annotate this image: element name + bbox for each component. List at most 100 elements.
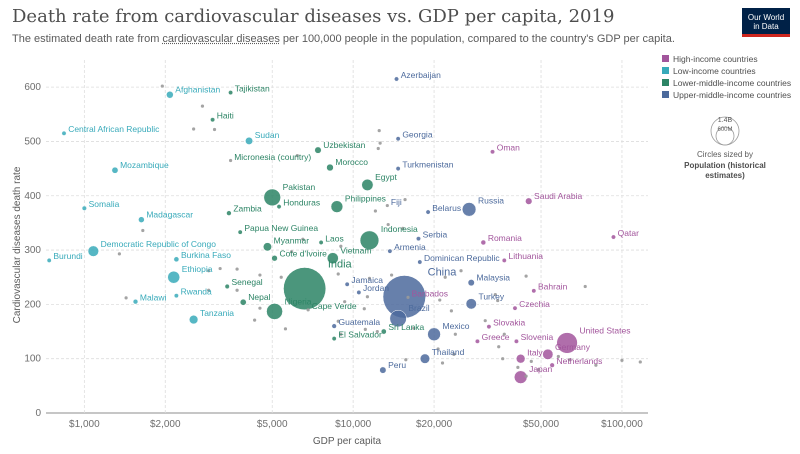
data-point[interactable]	[318, 240, 324, 245]
data-point[interactable]	[141, 228, 145, 233]
data-point[interactable]	[497, 345, 501, 349]
data-point[interactable]	[376, 146, 380, 151]
data-point[interactable]	[359, 230, 380, 250]
data-point[interactable]	[501, 257, 507, 263]
data-point[interactable]	[583, 284, 587, 289]
legend-swatch[interactable]	[662, 79, 669, 86]
data-point[interactable]	[224, 283, 230, 289]
legend-entry[interactable]: High-income countries	[673, 54, 758, 64]
data-point[interactable]	[480, 239, 487, 246]
data-point[interactable]	[401, 226, 405, 230]
data-point[interactable]	[419, 353, 430, 364]
data-point[interactable]	[363, 327, 367, 331]
data-point[interactable]	[207, 288, 211, 292]
data-point[interactable]	[453, 332, 457, 336]
data-point[interactable]	[379, 366, 387, 374]
data-point[interactable]	[529, 359, 533, 364]
data-point[interactable]	[556, 332, 578, 354]
data-point[interactable]	[283, 327, 288, 331]
data-point[interactable]	[467, 279, 475, 287]
data-point[interactable]	[620, 358, 624, 362]
data-point[interactable]	[611, 234, 616, 240]
data-point[interactable]	[306, 308, 310, 312]
data-point[interactable]	[403, 197, 407, 202]
data-point[interactable]	[362, 307, 366, 311]
data-point[interactable]	[461, 202, 477, 217]
data-point[interactable]	[594, 363, 598, 367]
data-point[interactable]	[443, 275, 447, 279]
legend-entry[interactable]: Low-income countries	[673, 66, 756, 76]
data-point[interactable]	[336, 319, 340, 323]
data-point[interactable]	[395, 136, 401, 142]
data-point[interactable]	[189, 314, 199, 325]
data-point[interactable]	[61, 130, 67, 136]
data-point[interactable]	[427, 327, 441, 341]
data-point[interactable]	[339, 332, 343, 336]
legend-entry[interactable]: Upper-middle-income countries	[673, 90, 791, 100]
data-point[interactable]	[440, 361, 445, 365]
data-point[interactable]	[502, 332, 506, 336]
data-point[interactable]	[166, 91, 174, 99]
subtitle-definition-link[interactable]: cardiovascular diseases	[162, 33, 280, 45]
data-point[interactable]	[258, 306, 262, 310]
data-point[interactable]	[237, 229, 243, 235]
data-point[interactable]	[378, 141, 382, 145]
data-point[interactable]	[394, 76, 399, 82]
owid-logo[interactable]: Our World in Data	[742, 8, 790, 37]
data-point[interactable]	[404, 358, 408, 362]
data-point[interactable]	[283, 267, 327, 311]
data-point[interactable]	[537, 367, 541, 372]
data-point[interactable]	[425, 209, 431, 215]
data-point[interactable]	[516, 354, 526, 364]
data-point[interactable]	[344, 281, 350, 287]
data-point[interactable]	[330, 200, 344, 213]
data-point[interactable]	[490, 149, 495, 155]
data-point[interactable]	[436, 347, 440, 351]
data-point[interactable]	[406, 295, 410, 299]
data-point[interactable]	[377, 129, 381, 133]
data-point[interactable]	[525, 197, 533, 205]
data-point[interactable]	[235, 288, 239, 292]
data-point[interactable]	[132, 299, 139, 305]
data-point[interactable]	[365, 295, 370, 299]
data-point[interactable]	[389, 273, 394, 277]
data-point[interactable]	[326, 163, 334, 172]
data-point[interactable]	[253, 318, 257, 322]
data-point[interactable]	[295, 153, 299, 158]
data-point[interactable]	[516, 365, 520, 369]
data-point[interactable]	[412, 326, 416, 330]
data-point[interactable]	[380, 328, 387, 335]
data-point[interactable]	[343, 300, 347, 304]
data-point[interactable]	[356, 289, 362, 295]
data-point[interactable]	[167, 270, 180, 284]
data-point[interactable]	[385, 203, 389, 208]
data-point[interactable]	[638, 360, 642, 364]
data-point[interactable]	[117, 252, 121, 256]
data-point[interactable]	[207, 269, 211, 273]
data-point[interactable]	[263, 188, 281, 207]
data-point[interactable]	[512, 305, 518, 311]
data-point[interactable]	[449, 309, 453, 313]
data-point[interactable]	[239, 298, 247, 306]
data-point[interactable]	[389, 309, 407, 328]
data-point[interactable]	[314, 146, 322, 154]
data-point[interactable]	[173, 293, 179, 299]
data-point[interactable]	[258, 273, 262, 277]
data-point[interactable]	[210, 117, 216, 123]
data-point[interactable]	[289, 250, 294, 254]
data-point[interactable]	[375, 329, 379, 334]
data-point[interactable]	[513, 338, 519, 344]
data-point[interactable]	[459, 269, 463, 273]
data-point[interactable]	[46, 257, 52, 263]
data-point[interactable]	[228, 158, 233, 163]
legend-entry[interactable]: Lower-middle-income countries	[673, 78, 791, 88]
data-point[interactable]	[417, 259, 423, 265]
data-point[interactable]	[387, 248, 393, 254]
data-point[interactable]	[438, 298, 442, 302]
data-point[interactable]	[373, 209, 378, 213]
data-point[interactable]	[192, 127, 196, 131]
data-point[interactable]	[138, 216, 145, 223]
data-point[interactable]	[331, 336, 337, 342]
data-point[interactable]	[531, 288, 537, 294]
data-point[interactable]	[361, 178, 374, 191]
